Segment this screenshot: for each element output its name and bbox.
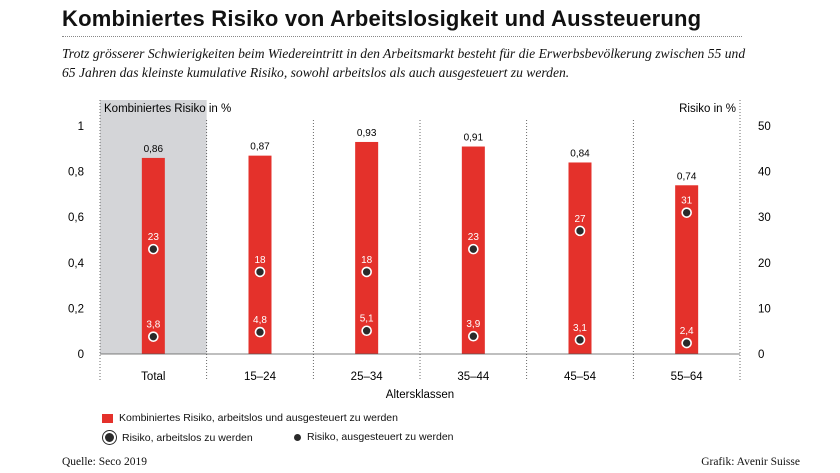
marker-point: [361, 325, 372, 337]
marker-point: [361, 266, 372, 278]
source-note: Quelle: Seco 2019: [62, 456, 147, 468]
legend-item-combined: Kombiniertes Risiko, arbeitslos und ausg…: [102, 412, 398, 424]
y-tick-label-left: 1: [78, 121, 84, 133]
x-axis-label: Altersklassen: [386, 389, 454, 401]
marker-value-label: 3,1: [573, 323, 587, 334]
marker-point: [574, 334, 586, 346]
y-tick-label-left: 0,8: [68, 167, 84, 179]
x-tick-label: 25–34: [351, 371, 384, 383]
chart-subtitle: Trotz grösserer Schwierigkeiten beim Wie…: [62, 46, 746, 80]
right-axis: 0 10 20 30 40 50: [758, 121, 771, 361]
legend-swatch-bar: [102, 413, 113, 423]
legend-item-unemployed: Risiko, arbeitslos zu werden: [102, 431, 253, 444]
x-tick-label: 45–54: [564, 371, 597, 383]
x-tick-label: 15–24: [244, 371, 277, 383]
y-axis-label-right: Risiko in %: [679, 103, 736, 115]
marker-value-label: 18: [254, 255, 266, 266]
marker-value-label: 4,8: [253, 315, 267, 326]
y-axis-label-left: Kombiniertes Risiko in %: [104, 103, 231, 115]
marker-value-label: 3,9: [466, 319, 480, 330]
bar-value-label: 0,84: [570, 148, 590, 159]
marker-point: [468, 243, 479, 255]
marker-point: [681, 207, 692, 218]
y-tick-label-right: 40: [758, 167, 771, 179]
legend-label-combined: Kombiniertes Risiko, arbeitslos und ausg…: [119, 412, 398, 424]
x-tick-label: Total: [141, 371, 165, 383]
y-tick-label-left: 0,6: [68, 212, 84, 224]
y-tick-label-right: 10: [758, 303, 771, 315]
marker-value-label: 2,4: [680, 326, 694, 337]
bar: [355, 141, 379, 354]
marker-value-label: 23: [468, 232, 480, 243]
marker-point: [148, 331, 159, 342]
marker-point: [468, 330, 479, 342]
y-tick-label-right: 0: [758, 349, 764, 361]
bar: [248, 155, 272, 354]
marker-point: [254, 266, 266, 278]
marker-point: [681, 337, 692, 349]
marker-value-label: 27: [574, 214, 586, 225]
y-tick-label-right: 50: [758, 121, 771, 133]
legend-swatch-dot-large: [103, 431, 116, 444]
bar: [141, 157, 165, 354]
y-tick-label-right: 20: [758, 258, 771, 270]
marker-point: [574, 225, 586, 237]
marker-value-label: 23: [148, 232, 160, 243]
bar-value-label: 0,93: [357, 128, 377, 139]
legend-label-exhausted: Risiko, ausgesteuert zu werden: [307, 431, 454, 443]
y-tick-label-left: 0: [78, 349, 84, 361]
marker-value-label: 18: [361, 255, 373, 266]
marker-point: [148, 243, 159, 255]
legend-label-unemployed: Risiko, arbeitslos zu werden: [122, 431, 253, 444]
title-divider: [62, 36, 742, 37]
legend-item-exhausted: Risiko, ausgesteuert zu werden: [292, 431, 454, 443]
y-tick-label-left: 0,2: [68, 303, 84, 315]
marker-value-label: 3,8: [146, 320, 160, 331]
left-axis: 0 0,2 0,4 0,6 0,8 1: [68, 121, 85, 361]
x-axis: Total 15–24 25–34 35–44 45–54 55–64: [100, 353, 740, 383]
marker-value-label: 5,1: [360, 314, 374, 325]
chart-title: Kombiniertes Risiko von Arbeitslosigkeit…: [62, 6, 702, 31]
bar: [568, 162, 592, 354]
bar-series: 0,86 0,87 0,93 0,91 0,84 0,74: [141, 128, 699, 354]
legend-swatch-dot-small: [294, 433, 301, 441]
bar-value-label: 0,91: [464, 133, 484, 144]
y-tick-label-left: 0,4: [68, 258, 85, 270]
marker-point: [254, 326, 266, 338]
x-tick-label: 55–64: [671, 371, 704, 383]
marker-series: 3,8 4,8 5,1 3,9 3,1 2,4 23 18 18 23 27 31: [146, 196, 694, 349]
bar-value-label: 0,87: [250, 142, 270, 153]
y-tick-label-right: 30: [758, 212, 771, 224]
marker-value-label: 31: [681, 196, 693, 207]
credit-note: Grafik: Avenir Suisse: [701, 456, 800, 468]
bar: [675, 185, 699, 354]
x-tick-label: 35–44: [457, 371, 490, 383]
bar-value-label: 0,74: [677, 171, 697, 182]
grid-lines: [99, 100, 741, 380]
bar-value-label: 0,86: [144, 144, 164, 155]
